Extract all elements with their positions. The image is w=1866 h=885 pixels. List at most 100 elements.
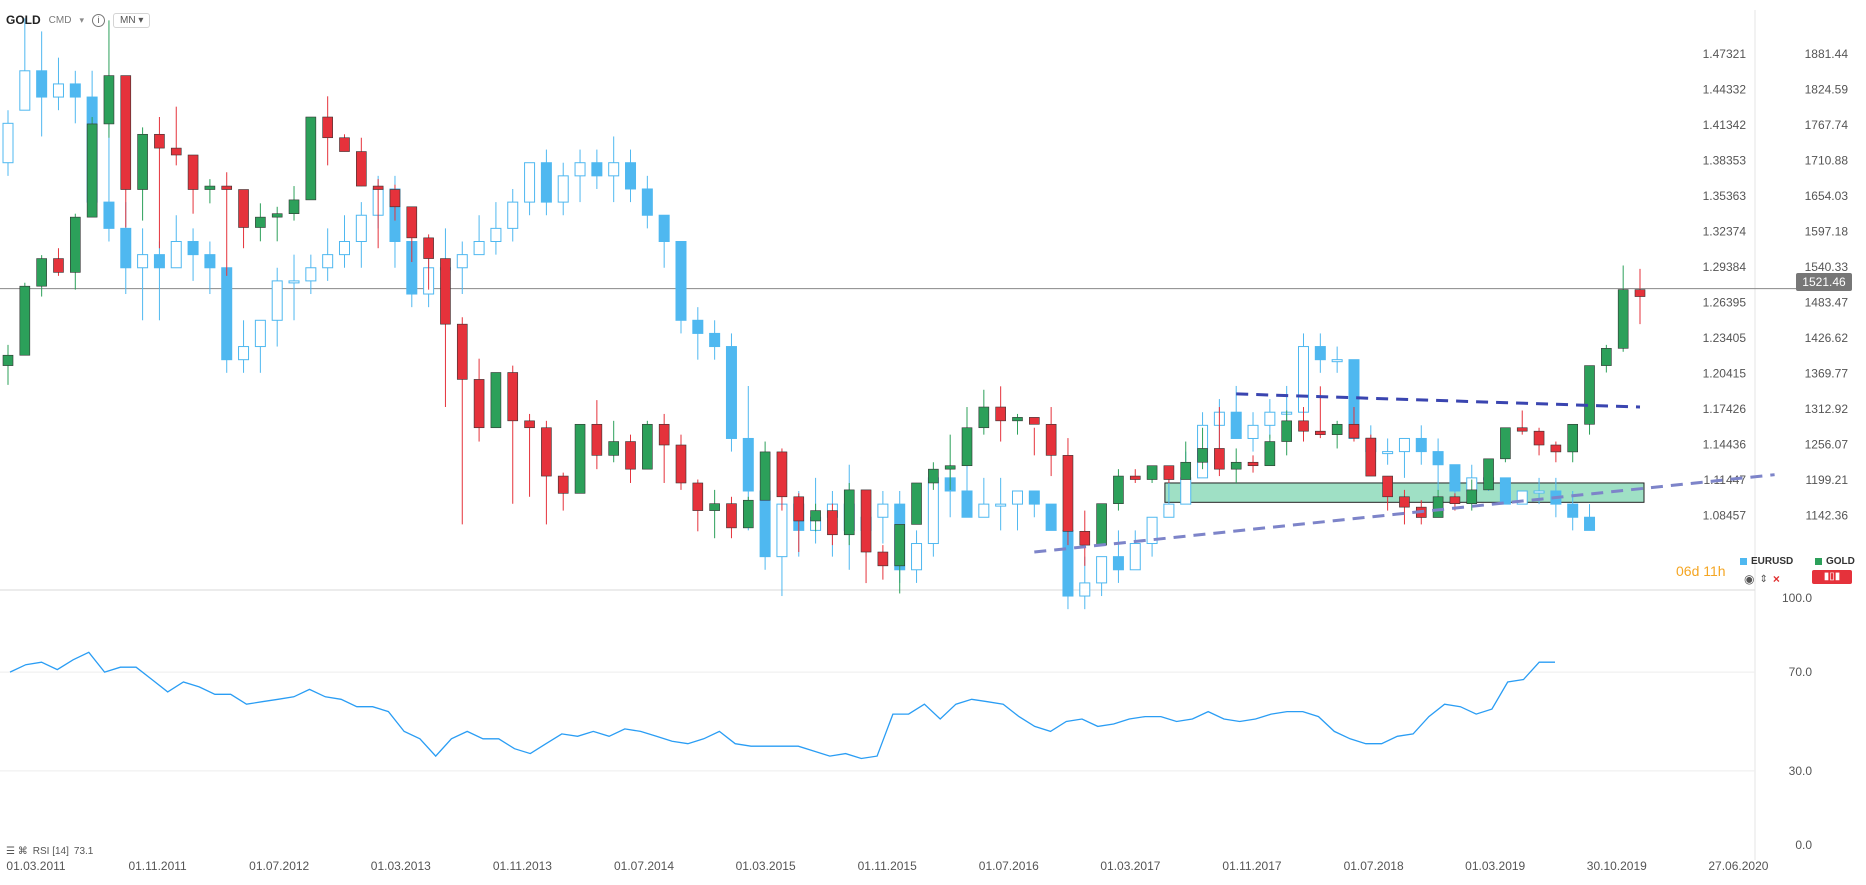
- gold-candle[interactable]: [524, 420, 535, 429]
- gold-candle[interactable]: [1180, 461, 1192, 480]
- gold-candle[interactable]: [574, 423, 586, 494]
- gold-candle[interactable]: [709, 503, 720, 511]
- gold-candle[interactable]: [103, 75, 115, 125]
- gold-candle[interactable]: [86, 123, 98, 218]
- gold-candle[interactable]: [776, 451, 788, 498]
- gold-candle[interactable]: [843, 489, 855, 536]
- gold-candle[interactable]: [456, 323, 468, 380]
- gold-candle[interactable]: [1045, 423, 1057, 456]
- gold-candle[interactable]: [356, 151, 367, 187]
- gold-candle[interactable]: [1079, 531, 1091, 546]
- lower-trendline[interactable]: [1034, 473, 1775, 554]
- gold-candle[interactable]: [1634, 289, 1646, 297]
- gold-candle[interactable]: [911, 482, 922, 525]
- gold-candle[interactable]: [1567, 423, 1579, 453]
- gold-candle[interactable]: [372, 185, 384, 190]
- gold-candle[interactable]: [1516, 427, 1528, 432]
- gold-candle[interactable]: [742, 499, 754, 529]
- eurusd-candle[interactable]: [288, 280, 300, 284]
- gold-candle[interactable]: [1399, 496, 1410, 508]
- gold-candle[interactable]: [1214, 448, 1225, 470]
- eurusd-candle[interactable]: [1129, 543, 1141, 571]
- eurusd-candle[interactable]: [1112, 556, 1124, 571]
- eurusd-candle[interactable]: [1180, 477, 1192, 505]
- eurusd-candle[interactable]: [36, 70, 48, 98]
- eurusd-candle[interactable]: [1298, 346, 1310, 413]
- gold-series-button[interactable]: ▮▯▮: [1812, 570, 1852, 584]
- eurusd-candle[interactable]: [254, 319, 266, 348]
- gold-candle[interactable]: [1129, 475, 1141, 480]
- symbol-label[interactable]: GOLD: [6, 13, 41, 27]
- eurusd-candle[interactable]: [1398, 437, 1410, 453]
- gold-candle[interactable]: [1365, 437, 1377, 477]
- gold-candle[interactable]: [1315, 430, 1326, 435]
- gold-candle[interactable]: [944, 465, 956, 470]
- eurusd-candle[interactable]: [271, 280, 283, 321]
- eurusd-candle[interactable]: [103, 201, 115, 229]
- gold-candle[interactable]: [1483, 458, 1494, 491]
- gold-candle[interactable]: [608, 441, 619, 456]
- eurusd-candle[interactable]: [591, 162, 603, 177]
- gold-candle[interactable]: [1601, 348, 1612, 366]
- eurusd-candle[interactable]: [978, 503, 990, 518]
- gold-candle[interactable]: [1533, 430, 1545, 446]
- eurusd-candle[interactable]: [473, 241, 485, 256]
- gold-candle[interactable]: [1029, 417, 1040, 425]
- gold-candle[interactable]: [507, 372, 519, 422]
- gold-candle[interactable]: [2, 354, 14, 366]
- gold-candle[interactable]: [1550, 444, 1562, 453]
- gold-candle[interactable]: [490, 372, 502, 429]
- gold-candle[interactable]: [625, 441, 636, 470]
- gold-candle[interactable]: [591, 423, 603, 456]
- eurusd-candle[interactable]: [675, 241, 687, 321]
- rsi-line[interactable]: [9, 651, 1555, 760]
- gold-candle[interactable]: [1348, 423, 1360, 439]
- gold-candle[interactable]: [339, 137, 350, 152]
- gold-candle[interactable]: [255, 216, 266, 228]
- gold-candle[interactable]: [389, 189, 401, 208]
- gold-candle[interactable]: [1062, 455, 1074, 532]
- gold-candle[interactable]: [154, 133, 165, 149]
- gold-candle[interactable]: [187, 154, 199, 190]
- eurusd-candle[interactable]: [1230, 411, 1242, 439]
- eurusd-candle[interactable]: [1499, 477, 1511, 505]
- eurusd-candle[interactable]: [911, 543, 923, 571]
- eurusd-candle[interactable]: [1533, 490, 1545, 494]
- gold-candle[interactable]: [860, 489, 872, 553]
- eurusd-candle[interactable]: [69, 83, 81, 98]
- gold-candle[interactable]: [1298, 420, 1309, 432]
- eurusd-candle[interactable]: [2, 122, 14, 164]
- eurusd-candle[interactable]: [322, 254, 334, 269]
- gold-candle[interactable]: [978, 406, 990, 429]
- eurusd-candle[interactable]: [608, 162, 620, 177]
- gold-candle[interactable]: [221, 185, 233, 190]
- gold-candle[interactable]: [1163, 465, 1175, 480]
- gold-candle[interactable]: [1230, 461, 1242, 470]
- gold-candle[interactable]: [877, 551, 889, 567]
- eurusd-candle[interactable]: [1584, 516, 1596, 531]
- gold-candle[interactable]: [1264, 441, 1276, 467]
- eurusd-candle[interactable]: [658, 214, 670, 243]
- gold-candle[interactable]: [53, 258, 64, 273]
- rsi-label[interactable]: ☰ ⌘ RSI [14] 73.1: [6, 846, 93, 857]
- gold-candle[interactable]: [557, 475, 569, 494]
- eurusd-candle[interactable]: [490, 227, 502, 243]
- eurusd-candle[interactable]: [52, 83, 64, 98]
- eurusd-candle[interactable]: [625, 162, 637, 190]
- gold-candle[interactable]: [793, 496, 805, 522]
- gold-candle[interactable]: [1449, 496, 1461, 504]
- gold-candle[interactable]: [1466, 489, 1478, 504]
- gold-candle[interactable]: [1432, 496, 1444, 518]
- eurusd-candle[interactable]: [305, 267, 317, 282]
- gold-candle[interactable]: [995, 406, 1006, 422]
- eurusd-candle[interactable]: [120, 227, 132, 269]
- eye-icon[interactable]: ◉: [1744, 572, 1755, 586]
- eurusd-candle[interactable]: [776, 503, 788, 558]
- eurusd-candle[interactable]: [1163, 503, 1175, 518]
- gold-candle[interactable]: [423, 237, 434, 259]
- gold-candle[interactable]: [238, 189, 249, 228]
- gold-candle[interactable]: [288, 199, 300, 214]
- gold-candle[interactable]: [1096, 503, 1107, 546]
- eurusd-candle[interactable]: [1264, 411, 1276, 426]
